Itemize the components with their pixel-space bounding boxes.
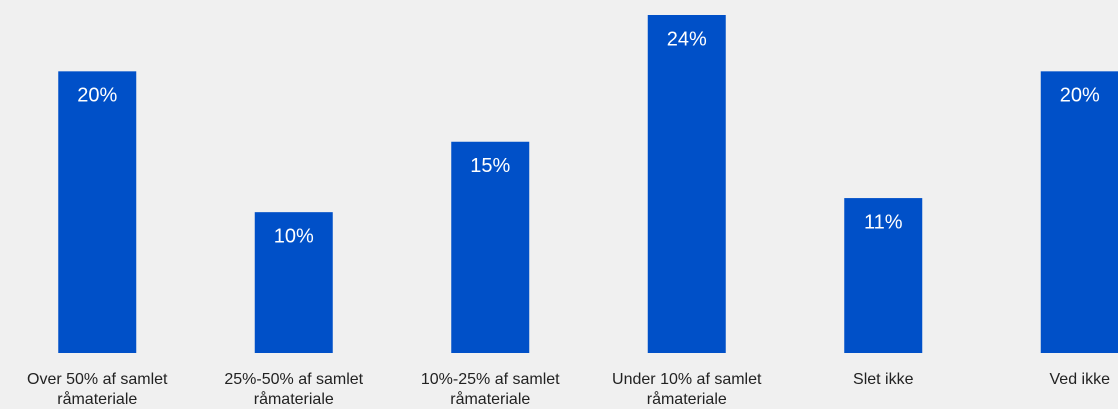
value-label: 11% <box>864 211 903 233</box>
bar <box>451 141 530 353</box>
bar <box>1040 71 1118 353</box>
bar <box>647 15 726 353</box>
value-label: 24% <box>667 28 707 50</box>
bar <box>58 71 137 353</box>
value-label: 10% <box>274 225 314 247</box>
value-label: 20% <box>77 85 117 107</box>
x-tick-label: Slet ikke <box>853 371 914 388</box>
x-tick-label: Under 10% af samlet råmateriale <box>612 371 762 408</box>
bar <box>254 212 333 353</box>
x-tick-label: Over 50% af samlet råmateriale <box>27 371 168 408</box>
x-tick-label: Ved ikke <box>1049 371 1110 388</box>
value-label: 15% <box>470 155 510 177</box>
x-tick-label: 10%-25% af samlet råmateriale <box>420 371 560 408</box>
value-label: 20% <box>1060 85 1100 107</box>
bar <box>844 198 923 353</box>
x-tick-label: 25%-50% af samlet råmateriale <box>224 371 364 408</box>
